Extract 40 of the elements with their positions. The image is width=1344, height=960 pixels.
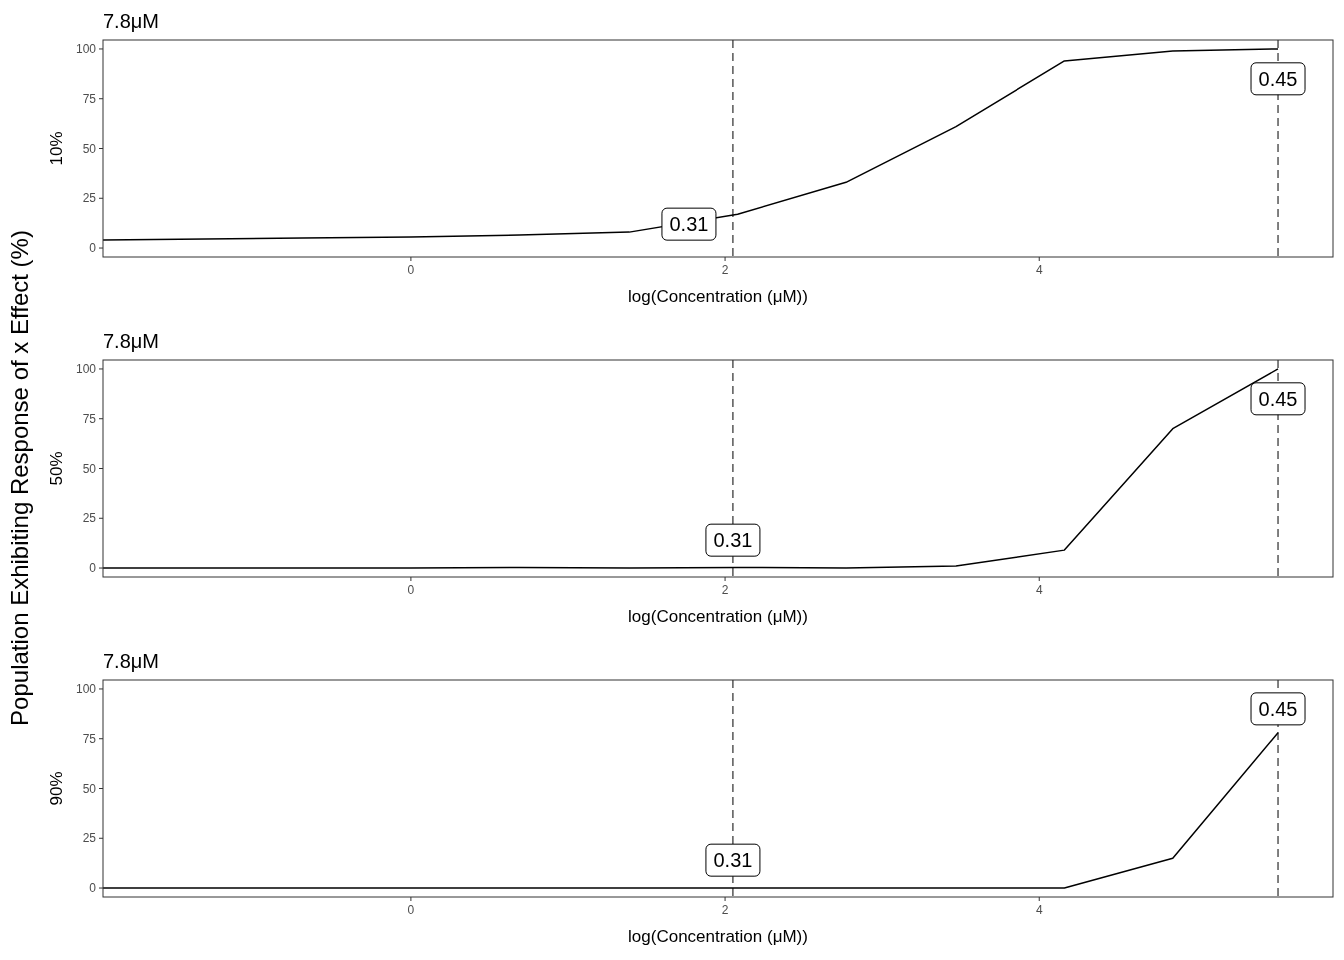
y-tick-label: 100: [75, 361, 97, 376]
x-axis-title: log(Concentration (μM)): [628, 287, 808, 306]
x-tick-label: 2: [721, 263, 729, 277]
y-tick-label: 100: [75, 41, 97, 56]
annotation: 0.45: [1258, 67, 1298, 90]
y-tick-label: 0: [89, 561, 97, 576]
chart-title: 7.8μM: [103, 650, 159, 672]
y-tick-label: 75: [82, 91, 97, 106]
y-tick-label: 25: [82, 831, 97, 846]
x-tick-label: 0: [407, 263, 415, 277]
y-axis-title: 50%: [47, 451, 66, 486]
y-tick-label: 25: [82, 191, 97, 206]
x-tick-label: 0: [407, 583, 415, 597]
chart-title: 7.8μM: [103, 330, 159, 352]
y-tick-label: 50: [82, 781, 97, 796]
x-tick-label: 4: [1035, 903, 1043, 917]
x-tick-label: 4: [1035, 263, 1043, 277]
x-tick-label: 2: [721, 583, 729, 597]
y-tick-label: 0: [89, 241, 97, 256]
y-tick-label: 0: [89, 881, 97, 896]
annotation: 0.31: [713, 529, 753, 552]
x-axis-title: log(Concentration (μM)): [628, 607, 808, 626]
annotation: 0.31: [713, 849, 753, 872]
text: Population Exhibiting Response of x Effect (%): [6, 230, 33, 726]
annotation: 0.45: [1258, 387, 1298, 410]
annotation: 0.31: [669, 213, 709, 236]
x-axis-title: log(Concentration (μM)): [628, 927, 808, 946]
x-tick-label: 0: [407, 903, 415, 917]
y-tick-label: 75: [82, 731, 97, 746]
x-tick-label: 4: [1035, 583, 1043, 597]
y-tick-label: 50: [82, 141, 97, 156]
y-tick-label: 100: [75, 681, 97, 696]
y-tick-label: 50: [82, 461, 97, 476]
y-axis-title: 90%: [47, 771, 66, 806]
y-tick-label: 25: [82, 511, 97, 526]
chart-title: 7.8μM: [103, 10, 159, 32]
annotation: 0.45: [1258, 697, 1298, 720]
x-tick-label: 2: [721, 903, 729, 917]
y-axis-title: 10%: [47, 131, 66, 166]
y-tick-label: 75: [82, 411, 97, 426]
